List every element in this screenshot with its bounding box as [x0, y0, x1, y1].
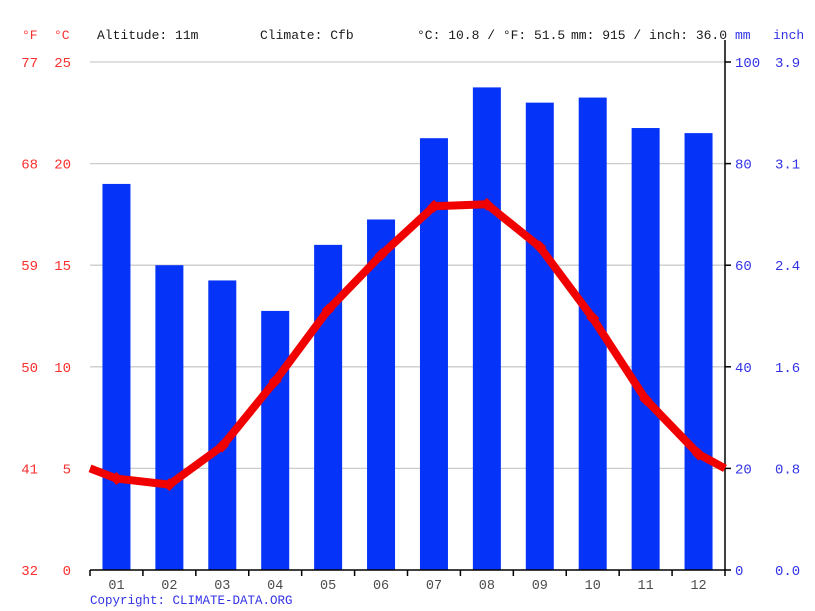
temp-point-marker	[533, 240, 547, 254]
header-mm-unit: mm	[735, 28, 751, 43]
c-tick-label: 15	[54, 259, 71, 275]
precip-bar	[208, 280, 237, 570]
header-altitude: Altitude: 11m	[97, 28, 199, 43]
header-fahrenheit-unit: °F	[22, 28, 38, 43]
mm-tick-label: 60	[735, 259, 752, 275]
mm-tick-label: 20	[735, 462, 752, 478]
inch-tick-label: 0.8	[775, 462, 800, 478]
precip-bar	[314, 244, 343, 570]
header-inch-unit: inch	[773, 28, 805, 43]
precip-bar	[684, 133, 713, 570]
month-label: 06	[373, 579, 389, 594]
temp-point-marker	[162, 478, 176, 492]
precip-bar	[472, 87, 501, 571]
inch-tick-label: 3.9	[775, 56, 800, 72]
inch-tick-label: 3.1	[775, 158, 800, 174]
temp-point-marker	[215, 439, 229, 453]
mm-tick-label: 100	[735, 56, 760, 72]
month-label: 09	[532, 579, 548, 594]
f-tick-label: 32	[21, 564, 38, 580]
inch-tick-label: 1.6	[775, 361, 800, 377]
header-temp-summary: °C: 10.8 / °F: 51.5	[417, 28, 566, 43]
month-label: 07	[426, 579, 442, 594]
month-label: 04	[267, 579, 283, 594]
copyright-line: Copyright: CLIMATE-DATA.ORG	[90, 594, 293, 608]
f-tick-label: 50	[21, 361, 38, 377]
month-label: 05	[320, 579, 336, 594]
mm-tick-label: 0	[735, 564, 743, 580]
header-celsius-unit: °C	[54, 28, 70, 43]
mm-tick-label: 80	[735, 158, 752, 174]
precip-bar	[102, 183, 131, 571]
month-label: 08	[479, 579, 495, 594]
inch-tick-label: 2.4	[775, 259, 800, 275]
precip-bar	[631, 128, 660, 571]
temp-line	[88, 200, 727, 489]
f-tick-label: 68	[21, 158, 38, 174]
climate-data-org-link[interactable]: CLIMATE-DATA.ORG	[172, 594, 293, 608]
c-tick-label: 10	[54, 361, 71, 377]
c-tick-label: 5	[63, 462, 71, 478]
header-precip-summary: mm: 915 / inch: 36.0	[571, 28, 728, 43]
precip-bar	[261, 310, 290, 570]
mm-tick-label: 40	[735, 361, 752, 377]
month-label: 10	[585, 579, 601, 594]
temp-point-marker	[692, 447, 706, 461]
precip-bar	[525, 102, 554, 570]
inch-tick-label: 0.0	[775, 564, 800, 580]
temp-point-marker	[268, 374, 282, 388]
temp-point-marker	[586, 311, 600, 325]
header-climate-class: Climate: Cfb	[260, 28, 354, 43]
f-tick-label: 77	[21, 56, 38, 72]
c-tick-label: 20	[54, 158, 71, 174]
temp-point-marker	[321, 303, 335, 317]
precip-bar	[367, 219, 396, 571]
month-label: 02	[161, 579, 177, 594]
month-label: 01	[108, 579, 124, 594]
f-tick-label: 59	[21, 259, 38, 275]
c-tick-label: 25	[54, 56, 71, 72]
c-tick-label: 0	[63, 564, 71, 580]
precip-bar	[155, 265, 184, 570]
temp-point-marker	[427, 199, 441, 213]
month-label: 03	[214, 579, 230, 594]
temp-point-marker	[109, 472, 123, 486]
f-tick-label: 41	[21, 462, 38, 478]
copyright-label: Copyright:	[90, 594, 173, 608]
month-label: 12	[690, 579, 706, 594]
temp-point-marker	[374, 248, 388, 262]
temp-point-marker	[639, 392, 653, 406]
temp-point-marker	[480, 197, 494, 211]
month-label: 11	[638, 579, 654, 594]
